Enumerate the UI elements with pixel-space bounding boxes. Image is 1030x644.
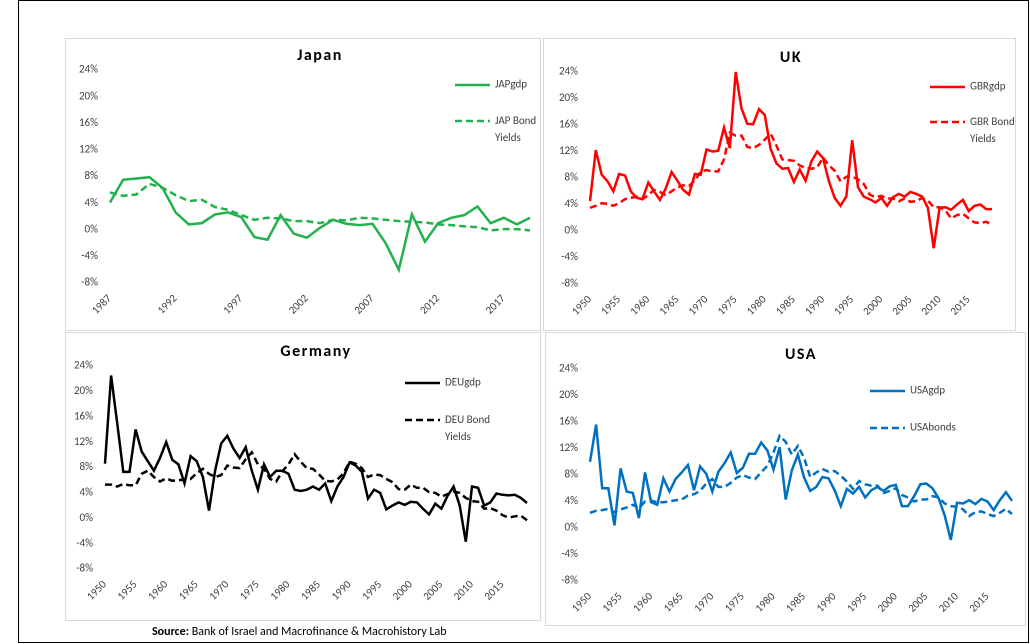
legend-label: USAgdp bbox=[910, 384, 945, 397]
y-tick-label: 4% bbox=[565, 197, 579, 210]
y-tick-label: 4% bbox=[85, 196, 99, 209]
y-tick-label: 16% bbox=[74, 409, 93, 422]
y-tick-label: 12% bbox=[74, 435, 93, 448]
legend-label: GBR Bond Yields bbox=[970, 115, 1017, 145]
legend-label-line: Yields bbox=[495, 131, 521, 144]
y-tick-label: -8% bbox=[81, 276, 98, 289]
legend-label: JAP Bond Yields bbox=[495, 114, 539, 144]
y-tick-label: 20% bbox=[74, 384, 93, 397]
y-tick-label: 12% bbox=[559, 441, 578, 454]
legend-label: JAPgdp bbox=[495, 78, 527, 91]
series-line bbox=[108, 175, 531, 274]
y-tick-label: 24% bbox=[74, 359, 93, 372]
y-tick-label: 8% bbox=[565, 171, 579, 184]
y-tick-label: 0% bbox=[565, 521, 579, 534]
chart-title: Japan bbox=[297, 46, 343, 65]
y-tick-label: 0% bbox=[80, 511, 94, 524]
source: Source: Bank of Israel and Macrofinance … bbox=[152, 625, 447, 639]
y-tick-label: 8% bbox=[85, 169, 99, 182]
y-tick-label: 4% bbox=[80, 486, 94, 499]
legend-label: USAbonds bbox=[910, 421, 956, 434]
series-line bbox=[589, 433, 1013, 518]
y-tick-label: 16% bbox=[559, 118, 578, 131]
chart-panel: USA-8%-4%0%4%8%12%16%20%24%1950 1955 1960 1… bbox=[545, 332, 1026, 626]
y-tick-label: 24% bbox=[559, 362, 578, 375]
y-tick-label: 20% bbox=[559, 91, 578, 104]
legend-label: DEUgdp bbox=[445, 376, 481, 389]
panel-border bbox=[65, 38, 541, 331]
legend-label-line: DEU Bond bbox=[445, 413, 493, 426]
legend-label-line: GBR Bond bbox=[970, 115, 1017, 128]
y-tick-label: 16% bbox=[559, 415, 578, 428]
series-line bbox=[109, 182, 531, 232]
source-text: Bank of Israel and Macrofinance & Macroh… bbox=[192, 625, 447, 639]
legend-label-line: JAP Bond bbox=[495, 114, 539, 127]
chart-panel: Germany-8%-4%0%4%8%12%16%20%24%1950 1955 1… bbox=[65, 332, 541, 621]
source-label: Source: bbox=[152, 625, 189, 639]
y-tick-label: 12% bbox=[79, 143, 98, 156]
y-tick-label: -4% bbox=[81, 249, 98, 262]
panel-border bbox=[545, 332, 1026, 626]
chart-panel: UK-8%-4%0%4%8%12%16%20%24%1950 1955 1960 19… bbox=[543, 38, 1017, 331]
y-tick-label: 24% bbox=[559, 65, 578, 78]
chart-title: USA bbox=[785, 345, 817, 364]
series-line bbox=[588, 71, 992, 249]
y-tick-label: -8% bbox=[561, 277, 578, 290]
y-tick-label: 12% bbox=[559, 144, 578, 157]
y-tick-label: 8% bbox=[80, 460, 94, 473]
y-tick-label: -8% bbox=[561, 574, 578, 587]
series-line bbox=[103, 375, 528, 542]
y-tick-label: 8% bbox=[565, 468, 579, 481]
legend-label-line: Yields bbox=[970, 132, 996, 145]
y-tick-label: 16% bbox=[79, 116, 98, 129]
legend-label-line: Yields bbox=[445, 430, 471, 443]
outer-frame bbox=[18, 0, 1029, 643]
y-tick-label: -8% bbox=[76, 562, 93, 575]
series-line bbox=[589, 131, 993, 227]
chart-title: UK bbox=[780, 48, 802, 67]
y-tick-label: -4% bbox=[561, 250, 578, 263]
y-tick-label: -4% bbox=[561, 547, 578, 560]
y-tick-label: 0% bbox=[85, 222, 99, 235]
panel-border bbox=[65, 332, 541, 621]
y-tick-label: 0% bbox=[565, 224, 579, 237]
legend-label: GBRgdp bbox=[970, 80, 1006, 93]
chart-panel: Japan-8%-4%0%4%8%12%16%20%24%1987 1992 199… bbox=[65, 38, 541, 331]
y-tick-label: 20% bbox=[559, 388, 578, 401]
series-line bbox=[105, 450, 528, 522]
y-tick-label: -4% bbox=[76, 536, 93, 549]
y-tick-label: 20% bbox=[79, 89, 98, 102]
series-line bbox=[588, 424, 1014, 541]
chart-title: Germany bbox=[280, 342, 351, 361]
y-tick-label: 24% bbox=[79, 63, 98, 76]
legend-label: DEU Bond Yields bbox=[445, 413, 493, 443]
y-tick-label: 4% bbox=[565, 494, 579, 507]
